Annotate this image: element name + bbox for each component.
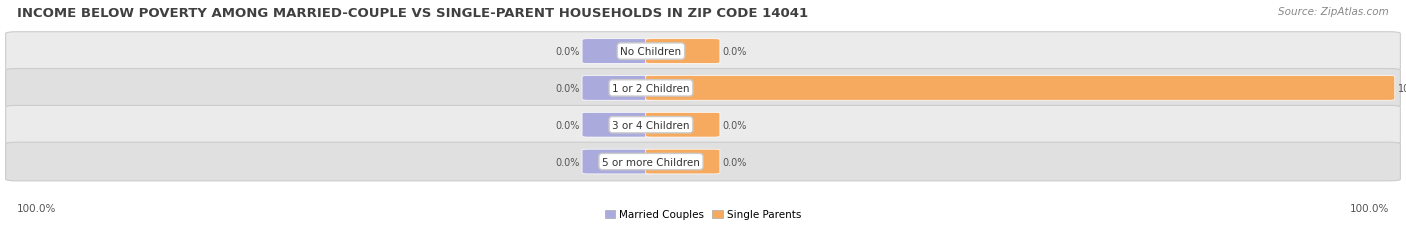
FancyBboxPatch shape: [6, 69, 1400, 108]
FancyBboxPatch shape: [6, 106, 1400, 144]
FancyBboxPatch shape: [582, 76, 657, 101]
FancyBboxPatch shape: [582, 113, 657, 137]
Text: 0.0%: 0.0%: [555, 47, 579, 57]
Text: 1 or 2 Children: 1 or 2 Children: [612, 84, 690, 94]
FancyBboxPatch shape: [645, 113, 720, 137]
Text: No Children: No Children: [620, 47, 682, 57]
Text: 0.0%: 0.0%: [555, 84, 579, 94]
FancyBboxPatch shape: [582, 40, 657, 64]
Text: 100.0%: 100.0%: [1398, 84, 1406, 94]
Text: 3 or 4 Children: 3 or 4 Children: [612, 120, 690, 130]
Text: 100.0%: 100.0%: [17, 203, 56, 213]
FancyBboxPatch shape: [645, 40, 720, 64]
FancyBboxPatch shape: [6, 33, 1400, 71]
Text: 0.0%: 0.0%: [723, 120, 747, 130]
FancyBboxPatch shape: [645, 76, 1395, 101]
Text: INCOME BELOW POVERTY AMONG MARRIED-COUPLE VS SINGLE-PARENT HOUSEHOLDS IN ZIP COD: INCOME BELOW POVERTY AMONG MARRIED-COUPL…: [17, 7, 808, 20]
FancyBboxPatch shape: [6, 143, 1400, 181]
Text: 100.0%: 100.0%: [1350, 203, 1389, 213]
FancyBboxPatch shape: [645, 149, 720, 174]
Text: 0.0%: 0.0%: [723, 47, 747, 57]
FancyBboxPatch shape: [582, 149, 657, 174]
Legend: Married Couples, Single Parents: Married Couples, Single Parents: [600, 205, 806, 224]
Text: Source: ZipAtlas.com: Source: ZipAtlas.com: [1278, 7, 1389, 17]
Text: 0.0%: 0.0%: [723, 157, 747, 167]
Text: 0.0%: 0.0%: [555, 157, 579, 167]
Text: 5 or more Children: 5 or more Children: [602, 157, 700, 167]
Text: 0.0%: 0.0%: [555, 120, 579, 130]
